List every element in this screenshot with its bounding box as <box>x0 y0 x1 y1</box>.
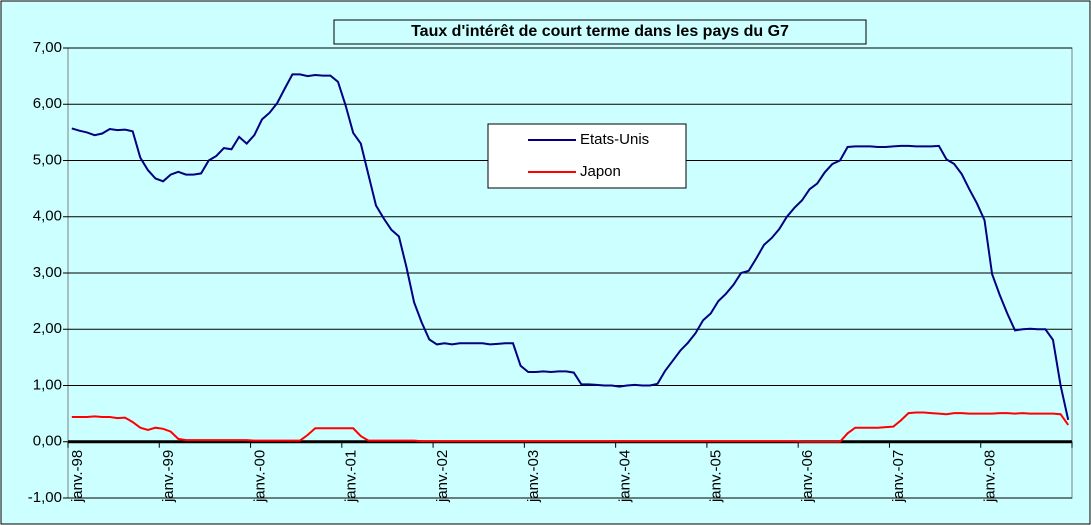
x-tick-label: janv.-00 <box>251 450 268 503</box>
x-tick-label: janv.-06 <box>799 450 816 503</box>
x-tick-label: janv.-99 <box>160 450 177 503</box>
x-tick-label: janv.-07 <box>890 450 907 503</box>
x-tick-label: janv.-03 <box>525 450 542 503</box>
line <box>71 411 1070 443</box>
x-tick-label: janv.-02 <box>434 450 451 503</box>
y-tick-label: 3,00 <box>33 264 62 281</box>
x-tick-label: janv.-01 <box>343 450 360 503</box>
title-box <box>333 19 867 45</box>
line <box>71 73 1070 421</box>
legend-label: Japon <box>580 163 621 180</box>
x-tick-label: janv.-98 <box>69 450 86 503</box>
x-tick-label: janv.-08 <box>981 450 998 503</box>
y-tick-label: 0,00 <box>33 433 62 450</box>
y-tick-label: 2,00 <box>33 320 62 337</box>
x-tick-label: janv.-05 <box>708 450 725 503</box>
legend-label: Etats-Unis <box>580 131 649 148</box>
x-tick-label: janv.-04 <box>616 450 633 503</box>
y-tick-label: 4,00 <box>33 208 62 225</box>
y-tick-label: 6,00 <box>33 95 62 112</box>
y-tick-label: 5,00 <box>33 151 62 168</box>
y-tick-label: -1,00 <box>28 489 62 506</box>
y-tick-label: 1,00 <box>33 376 62 393</box>
plot: -1,00 0,00 1,00 2,00 3,00 4,00 5,00 6,00 7,00 jan… <box>28 39 1073 506</box>
chart-title: Taux d'intérêt de court terme dans les p… <box>411 23 789 40</box>
y-tick-label: 7,00 <box>33 39 62 56</box>
legend <box>487 123 687 189</box>
